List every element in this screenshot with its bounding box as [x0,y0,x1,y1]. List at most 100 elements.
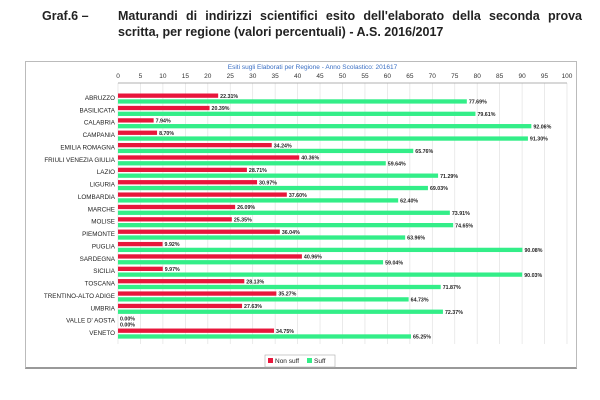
legend-label: Suff [314,358,326,365]
chart-title: Esiti sugli Elaborati per Regione - Anno… [228,64,398,71]
category-label: LOMBARDIA [78,194,116,201]
data-label: 37.60% [289,193,307,199]
x-tick-label: 5 [139,73,143,80]
category-label: EMILIA ROMAGNA [60,144,115,151]
bar-non-suff [118,254,302,259]
category-label: VENETO [89,330,115,337]
category-label: BASILICATA [80,107,116,114]
category-label: SARDEGNA [80,256,116,263]
data-label: 22.31% [220,94,238,100]
x-tick-label: 35 [272,73,280,80]
figure-caption: Graf.6 – Maturandi di indirizzi scientif… [42,8,582,40]
data-label: 71.29% [440,174,458,180]
bar-suff [118,260,384,265]
bar-non-suff [118,328,275,333]
data-label: 28.13% [246,279,264,285]
bar-non-suff [118,118,154,123]
category-label: UMBRIA [91,305,116,312]
bar-suff [118,148,414,154]
figure-caption-text: Maturandi di indirizzi scientifici esito… [118,9,582,39]
data-label: 92.06% [533,124,551,130]
bar-suff [118,272,523,277]
data-label: 65.76% [415,149,433,155]
bar-non-suff [118,142,272,148]
x-tick-label: 30 [249,73,257,80]
bar-non-suff [118,229,280,234]
chart-frame [25,61,577,369]
data-label: 0.00% [120,316,135,322]
category-label: CAMPANIA [83,132,116,139]
x-tick-label: 0 [116,73,120,80]
bar-non-suff [118,241,163,247]
data-label: 8.70% [159,131,174,137]
bar-suff [118,124,532,129]
data-label: 65.25% [413,335,431,341]
x-tick-label: 85 [496,73,504,80]
data-label: 25.35% [234,218,252,224]
bar-suff [118,173,439,178]
category-label: PUGLIA [92,243,116,250]
bar-non-suff [118,279,245,284]
x-tick-label: 95 [541,73,549,80]
category-label: VALLE D' AOSTA [66,318,116,325]
data-label: 62.40% [400,199,418,205]
data-label: 34.24% [274,143,292,149]
bar-suff [118,161,386,166]
data-label: 27.63% [244,304,262,310]
legend-label: Non suff [275,358,299,365]
figure-number: Graf.6 – [42,9,89,23]
x-tick-label: 10 [159,73,167,80]
x-tick-label: 90 [518,73,526,80]
category-label: SICILIA [93,268,115,275]
x-tick-label: 50 [339,73,347,80]
category-label: LAZIO [97,169,115,176]
data-label: 59.64% [388,161,406,167]
data-label: 90.08% [524,248,542,254]
bar-suff [118,99,467,104]
bar-suff [118,284,441,290]
x-tick-label: 75 [451,73,459,80]
x-tick-label: 55 [361,73,369,80]
bar-suff [118,235,406,240]
bar-non-suff [118,167,247,173]
bar-suff [118,198,399,203]
data-label: 69.03% [430,186,448,192]
bar-suff [118,185,428,191]
data-label: 90.03% [524,273,542,279]
category-label: MARCHE [88,206,115,213]
x-tick-label: 45 [316,73,324,80]
data-label: 73.91% [452,211,470,217]
bar-non-suff [118,217,232,222]
x-tick-label: 70 [429,73,437,80]
bar-suff [118,111,476,116]
legend-swatch [268,358,273,363]
x-tick-label: 100 [562,73,573,80]
category-label: ABRUZZO [85,95,115,102]
bar-suff [118,309,443,314]
category-label: PIEMONTE [82,231,115,238]
x-tick-label: 60 [384,73,392,80]
data-label: 91.30% [530,137,548,143]
category-label: CALABRIA [84,120,116,127]
data-label: 74.65% [455,223,473,229]
category-label: TOSCANA [85,281,116,288]
data-label: 20.39% [212,106,230,112]
bar-suff [118,136,528,141]
data-label: 0.00% [120,322,135,328]
category-label: FRIULI VENEZIA GIULIA [44,157,115,164]
data-label: 26.09% [237,205,255,211]
data-label: 28.71% [249,168,267,174]
data-label: 72.37% [445,310,463,316]
bar-non-suff [118,291,277,296]
bar-non-suff [118,303,243,309]
x-tick-label: 20 [204,73,212,80]
data-label: 30.97% [259,180,277,186]
x-tick-label: 65 [406,73,414,80]
category-label: MOLISE [91,219,115,226]
data-label: 35.27% [278,292,296,298]
bar-non-suff [118,180,258,185]
data-label: 36.04% [282,230,300,236]
bar-non-suff [118,93,219,98]
data-label: 7.94% [156,119,171,125]
